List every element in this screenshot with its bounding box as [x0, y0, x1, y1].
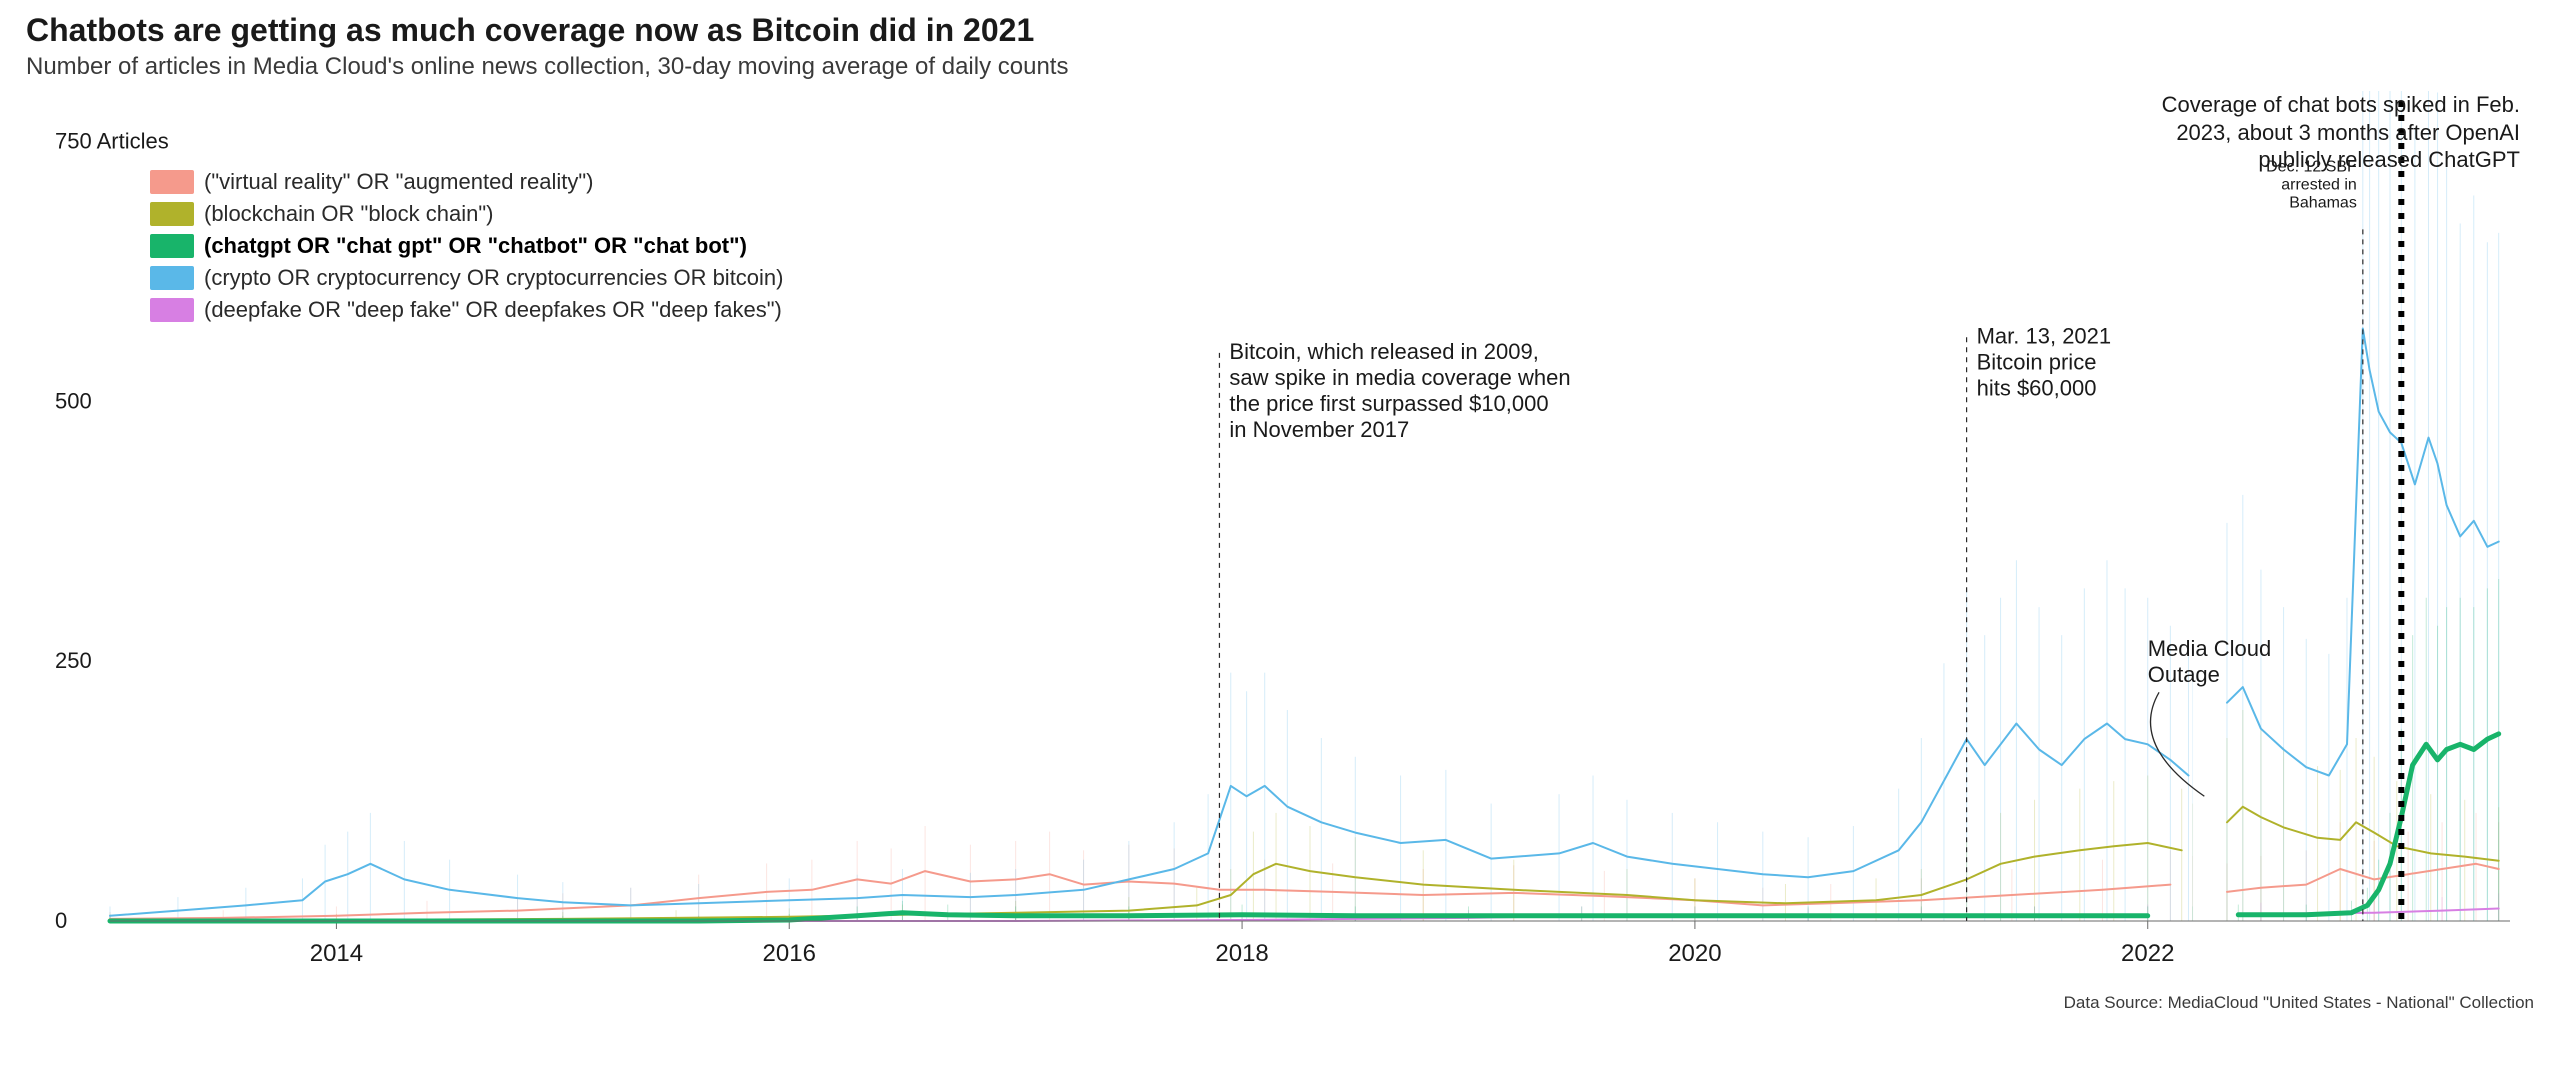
legend-swatch — [150, 298, 194, 322]
legend: ("virtual reality" OR "augmented reality… — [150, 169, 784, 329]
svg-text:Outage: Outage — [2148, 662, 2220, 687]
y-tick-label: 500 — [55, 388, 92, 413]
svg-text:arrested in: arrested in — [2281, 176, 2357, 193]
x-tick-label: 2014 — [310, 940, 363, 967]
chart-container: Coverage of chat bots spiked in Feb.2023… — [20, 91, 2540, 991]
chart-subtitle: Number of articles in Media Cloud's onli… — [26, 53, 2540, 81]
svg-text:saw spike in media coverage wh: saw spike in media coverage when — [1229, 365, 1570, 390]
svg-text:the price first surpassed $10,: the price first surpassed $10,000 — [1229, 391, 1548, 416]
legend-item: (crypto OR cryptocurrency OR cryptocurre… — [150, 265, 784, 291]
x-tick-label: 2022 — [2121, 940, 2174, 967]
svg-text:Mar. 13, 2021: Mar. 13, 2021 — [1977, 323, 2112, 348]
chart-footer: Data Source: MediaCloud "United States -… — [20, 993, 2540, 1013]
legend-label: (crypto OR cryptocurrency OR cryptocurre… — [204, 265, 784, 291]
legend-label: (deepfake OR "deep fake" OR deepfakes OR… — [204, 297, 782, 323]
legend-label: (blockchain OR "block chain") — [204, 201, 494, 227]
legend-swatch — [150, 234, 194, 258]
svg-text:in November 2017: in November 2017 — [1229, 417, 1409, 442]
legend-item: (chatgpt OR "chat gpt" OR "chatbot" OR "… — [150, 233, 784, 259]
annotation-btc10k: Bitcoin, which released in 2009,saw spik… — [1229, 339, 1570, 442]
legend-swatch — [150, 266, 194, 290]
svg-text:Media Cloud: Media Cloud — [2148, 636, 2272, 661]
series-crypto — [110, 724, 2189, 916]
chart-title: Chatbots are getting as much coverage no… — [26, 12, 2540, 49]
legend-swatch — [150, 202, 194, 226]
legend-swatch — [150, 170, 194, 194]
annotation-chatgpt-spike: Coverage of chat bots spiked in Feb.2023… — [2162, 91, 2520, 174]
svg-text:Bitcoin, which released in 200: Bitcoin, which released in 2009, — [1229, 339, 1538, 364]
x-tick-label: 2016 — [763, 940, 816, 967]
legend-label: (chatgpt OR "chat gpt" OR "chatbot" OR "… — [204, 233, 747, 259]
svg-text:Bitcoin price: Bitcoin price — [1977, 349, 2097, 374]
legend-item: (blockchain OR "block chain") — [150, 201, 784, 227]
legend-label: ("virtual reality" OR "augmented reality… — [204, 169, 593, 195]
y-tick-label: 0 — [55, 908, 67, 933]
y-tick-label: 750 Articles — [55, 128, 169, 153]
x-tick-label: 2020 — [1668, 940, 1721, 967]
annotation-btc60k: Mar. 13, 2021Bitcoin pricehits $60,000 — [1977, 323, 2112, 400]
y-tick-label: 250 — [55, 648, 92, 673]
x-tick-label: 2018 — [1215, 940, 1268, 967]
legend-item: (deepfake OR "deep fake" OR deepfakes OR… — [150, 297, 784, 323]
series-vr — [110, 871, 2170, 919]
svg-text:Bahamas: Bahamas — [2289, 194, 2357, 211]
svg-text:hits $60,000: hits $60,000 — [1977, 375, 2097, 400]
legend-item: ("virtual reality" OR "augmented reality… — [150, 169, 784, 195]
